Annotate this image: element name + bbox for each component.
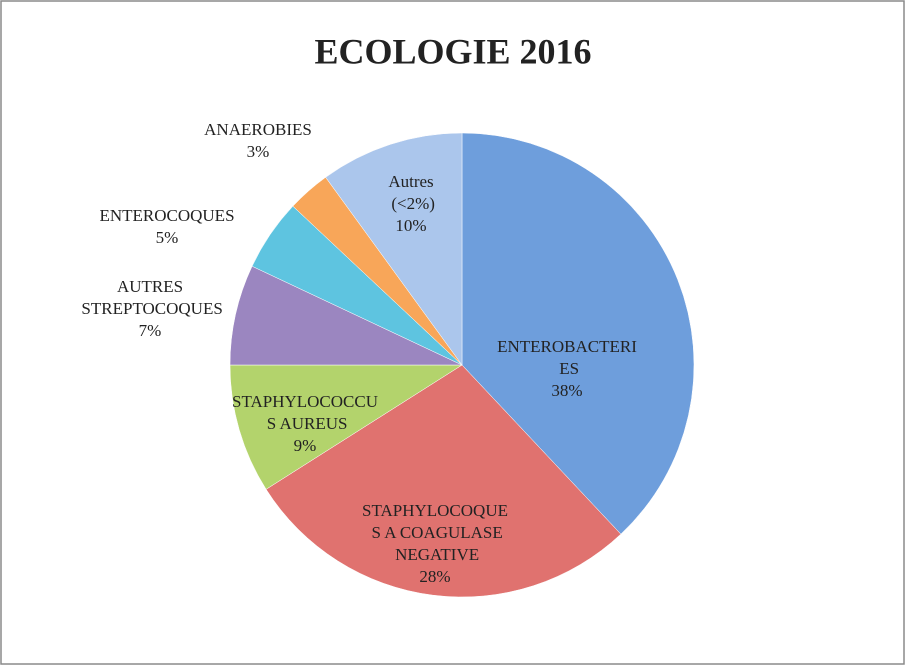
value-label: 9%: [294, 436, 317, 455]
category-label: ANAEROBIES: [204, 120, 312, 139]
pie-slice: [265, 364, 622, 598]
pie-slice: [229, 364, 463, 490]
value-label: 7%: [139, 321, 162, 340]
value-label: 10%: [395, 216, 426, 235]
value-label: 28%: [419, 567, 450, 586]
category-label: Autres (<2%): [387, 172, 435, 213]
category-label: ENTEROCOQUES: [99, 206, 234, 225]
labels: ENTEROBACTERI ES 38% STAPHYLOCOQUE S A COA…: [77, 120, 637, 586]
pie-slice: [229, 265, 463, 366]
value-label: 38%: [551, 381, 582, 400]
category-label: STAPHYLOCOQUE S A COAGULASE NEGATIVE: [362, 501, 508, 564]
chart-title: ECOLOGIE 2016: [314, 31, 591, 71]
pie-slice: [325, 132, 463, 366]
pie: [229, 132, 695, 598]
category-label: STAPHYLOCOCCU S AUREUS: [232, 392, 378, 433]
value-label: 3%: [247, 142, 270, 161]
value-label: 5%: [156, 228, 179, 247]
pie-slice: [461, 132, 695, 535]
category-label: ENTEROBACTERI ES: [497, 337, 637, 378]
category-label: AUTRES STREPTOCOQUES: [77, 277, 223, 318]
